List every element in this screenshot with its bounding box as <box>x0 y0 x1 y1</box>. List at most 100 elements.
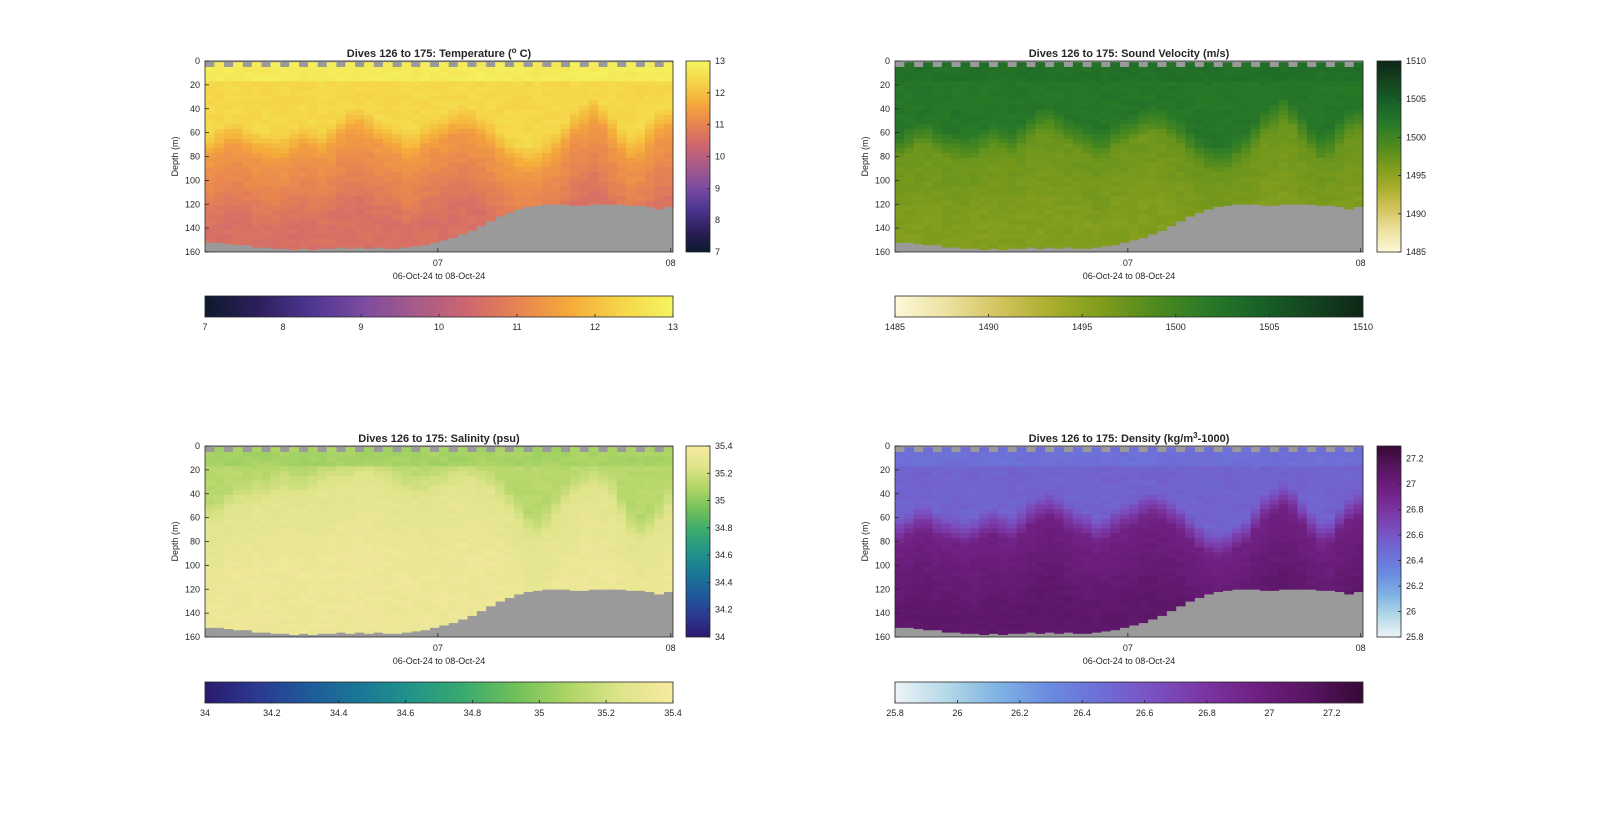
heatmap-cell <box>326 499 337 505</box>
heatmap-cell <box>663 90 674 97</box>
heatmap-cell <box>223 499 234 505</box>
heatmap-cell <box>382 595 393 601</box>
heatmap-cell <box>373 90 384 97</box>
heatmap-cell <box>1035 105 1046 111</box>
heatmap-cell <box>279 523 290 529</box>
heatmap-cell <box>317 167 328 173</box>
heatmap-cell <box>635 66 646 73</box>
heatmap-cell <box>373 133 384 139</box>
heatmap-cell <box>1241 133 1252 139</box>
heatmap-cell <box>997 224 1008 230</box>
heatmap-cell <box>1138 191 1149 197</box>
heatmap-cell <box>1185 176 1195 182</box>
heatmap-cell <box>242 205 253 211</box>
heatmap-cell <box>251 191 262 197</box>
heatmap-cell <box>1091 191 1102 197</box>
heatmap-cell <box>932 100 943 106</box>
heatmap-cell <box>1344 129 1355 135</box>
heatmap-cell <box>1334 109 1345 116</box>
heatmap-cell <box>541 186 552 192</box>
heatmap-cell <box>988 234 999 240</box>
heatmap-cell <box>270 224 281 230</box>
heatmap-cell <box>1157 186 1167 192</box>
heatmap-cell <box>1147 90 1158 97</box>
heatmap-cell <box>616 95 627 101</box>
heatmap-cell <box>969 148 980 154</box>
heatmap-cell <box>1175 86 1186 92</box>
heatmap-cell <box>420 95 431 101</box>
heatmap-cell <box>969 109 980 116</box>
heatmap-cell <box>626 172 636 178</box>
heatmap-cell <box>214 585 225 591</box>
heatmap-cell <box>960 114 971 120</box>
heatmap-cell <box>1016 119 1027 125</box>
heatmap-cell <box>1325 186 1336 192</box>
heatmap-cell <box>895 148 905 154</box>
heatmap-cell <box>1119 95 1130 101</box>
heatmap-cell <box>307 633 318 636</box>
heatmap-cell <box>495 100 505 106</box>
heatmap-cell <box>345 523 356 529</box>
heatmap-cell <box>410 143 421 149</box>
heatmap-cell <box>560 466 571 472</box>
heatmap-cell <box>410 561 421 567</box>
heatmap-cell <box>205 514 215 520</box>
heatmap-cell <box>607 181 618 187</box>
heatmap-cell <box>923 167 933 173</box>
heatmap-cell <box>1222 181 1233 187</box>
heatmap-cell <box>345 95 356 101</box>
heatmap-cell <box>1269 186 1280 192</box>
heatmap-cell <box>336 195 346 202</box>
heatmap-cell <box>439 238 449 241</box>
heatmap-cell <box>279 109 290 116</box>
heatmap-cell <box>1129 210 1139 216</box>
heatmap-cell <box>1353 205 1364 208</box>
heatmap-cell <box>1072 181 1083 187</box>
heatmap-cell <box>504 200 515 206</box>
heatmap-cell <box>476 176 487 182</box>
heatmap-cell <box>251 86 262 92</box>
heatmap-cell <box>242 200 253 206</box>
heatmap-cell <box>644 143 655 149</box>
heatmap-cell <box>1035 200 1046 206</box>
heatmap-cell <box>457 533 468 539</box>
heatmap-cell <box>242 599 253 606</box>
heatmap-cell <box>214 191 225 197</box>
heatmap-cell <box>663 186 674 192</box>
heatmap-cell <box>298 604 309 610</box>
heatmap-cell <box>1091 186 1102 192</box>
heatmap-cell <box>261 537 271 544</box>
heatmap-cell <box>560 66 571 73</box>
heatmap-cell <box>364 514 374 520</box>
heatmap-cell <box>233 504 243 510</box>
heatmap-cell <box>223 172 234 178</box>
heatmap-cell <box>1072 195 1083 202</box>
heatmap-cell <box>1316 71 1326 77</box>
heatmap-cell <box>214 528 225 534</box>
heatmap-cell <box>523 157 533 163</box>
heatmap-cell <box>607 119 618 125</box>
heatmap-cell <box>541 181 552 187</box>
heatmap-cell <box>251 229 262 235</box>
heatmap-cell <box>345 576 356 582</box>
heatmap-cell <box>551 157 562 163</box>
heatmap-cell <box>289 619 299 625</box>
heatmap-cell <box>495 599 505 602</box>
heatmap-cell <box>1353 138 1364 144</box>
heatmap-cell <box>261 148 271 154</box>
heatmap-cell <box>251 148 262 154</box>
heatmap-cell <box>279 533 290 539</box>
heatmap-cell <box>551 561 562 567</box>
heatmap-cell <box>289 628 299 634</box>
heatmap-cell <box>1175 81 1186 87</box>
heatmap-cell <box>233 66 243 73</box>
heatmap-cell <box>485 210 496 216</box>
heatmap-cell <box>1072 148 1083 154</box>
heatmap-cell <box>513 504 524 510</box>
heatmap-cell <box>1119 114 1130 120</box>
heatmap-cell <box>1157 100 1167 106</box>
x-axis-label: 06-Oct-24 to 08-Oct-24 <box>393 271 486 281</box>
heatmap-cell <box>279 124 290 130</box>
heatmap-cell <box>242 619 253 625</box>
heatmap-cell <box>1288 81 1298 87</box>
